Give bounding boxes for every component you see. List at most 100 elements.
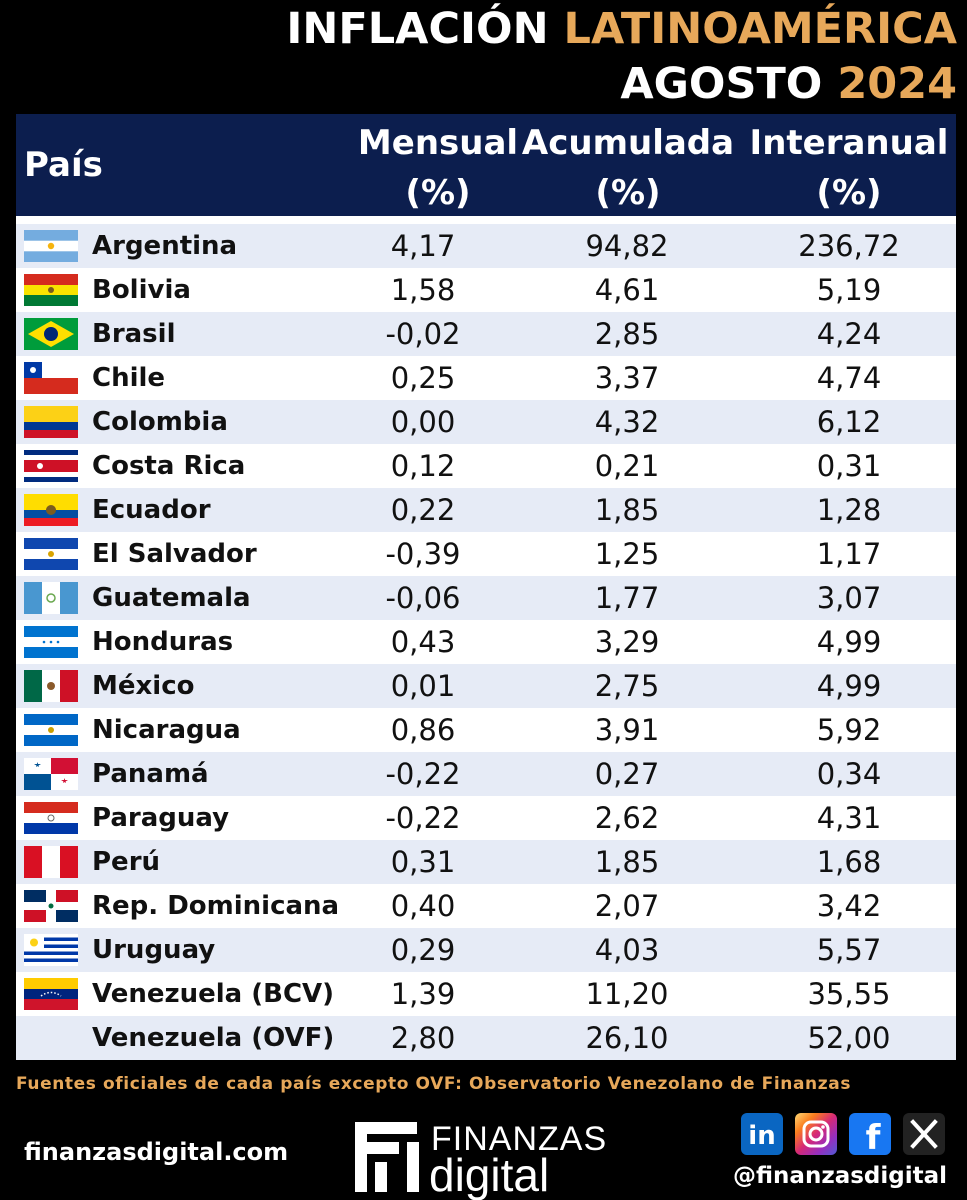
table-row: Panamá -0,22 0,27 0,34 [16,752,956,796]
acumulada-value: 11,20 [585,977,669,1011]
header-pais: País [24,145,103,185]
table-row: Colombia 0,00 4,32 6,12 [16,400,956,444]
acumulada-value: 2,75 [594,669,660,703]
ecuador-flag [24,494,78,526]
country-name: Paraguay [92,803,230,833]
acumulada-value: 3,37 [594,361,660,395]
interanual-value: 1,28 [816,493,882,527]
table-row: Brasil -0,02 2,85 4,24 [16,312,956,356]
interanual-value: 4,99 [816,625,882,659]
brazil-flag [24,318,78,350]
nicaragua-flag [24,714,78,746]
interanual-value: 6,12 [816,405,882,439]
venezuela-flag [24,978,78,1010]
table-row: Paraguay -0,22 2,62 4,31 [16,796,956,840]
svg-text:f: f [866,1118,882,1155]
acumulada-value: 2,85 [594,317,660,351]
linkedin-icon[interactable]: in [741,1113,783,1155]
table-row: Uruguay 0,29 4,03 5,57 [16,928,956,972]
acumulada-value: 4,32 [594,405,660,439]
country-name: Uruguay [92,935,216,965]
table-row: Costa Rica 0,12 0,21 0,31 [16,444,956,488]
mensual-value: 0,12 [390,449,456,483]
interanual-value: 236,72 [798,229,900,263]
table-row: Venezuela (OVF) 2,80 26,10 52,00 [16,1016,956,1060]
interanual-value: 52,00 [807,1021,891,1055]
interanual-value: 0,31 [816,449,882,483]
acumulada-value: 4,61 [594,273,660,307]
instagram-icon[interactable] [795,1113,837,1155]
country-name: Argentina [92,231,238,261]
table-row: Argentina 4,17 94,82 236,72 [16,224,956,268]
table-row: Ecuador 0,22 1,85 1,28 [16,488,956,532]
table-row: Perú 0,31 1,85 1,68 [16,840,956,884]
mensual-value: -0,22 [385,757,461,791]
mensual-value: 1,58 [390,273,456,307]
acumulada-value: 3,29 [594,625,660,659]
table-row: El Salvador -0,39 1,25 1,17 [16,532,956,576]
table-row: Bolivia 1,58 4,61 5,19 [16,268,956,312]
panama-flag [24,758,78,790]
acumulada-value: 0,21 [594,449,660,483]
interanual-value: 5,92 [816,713,882,747]
interanual-value: 4,99 [816,669,882,703]
finanzas-digital-logo: FINANZAS digital [355,1118,625,1200]
x-icon[interactable] [903,1113,945,1155]
acumulada-value: 26,10 [585,1021,669,1055]
country-name: Venezuela (OVF) [92,1023,335,1053]
interanual-value: 4,31 [816,801,882,835]
country-name: Ecuador [92,495,211,525]
table-row: México 0,01 2,75 4,99 [16,664,956,708]
title-line-2: AGOSTO 2024 [620,63,957,106]
acumulada-value: 1,85 [594,493,660,527]
mensual-value: 0,22 [390,493,456,527]
social-handle: @finanzasdigital [733,1163,948,1189]
mensual-value: 0,00 [390,405,456,439]
acumulada-value: 2,07 [594,889,660,923]
mensual-value: -0,02 [385,317,461,351]
acumulada-value: 3,91 [594,713,660,747]
guatemala-flag [24,582,78,614]
el-salvador-flag [24,538,78,570]
honduras-flag [24,626,78,658]
interanual-value: 0,34 [816,757,882,791]
header-mensual-label: Mensual [357,123,519,163]
interanual-value: 4,24 [816,317,882,351]
mensual-value: 0,43 [390,625,456,659]
header-mensual-unit: (%) [405,173,471,213]
mensual-value: 0,40 [390,889,456,923]
website-link[interactable]: finanzasdigital.com [24,1138,289,1166]
mensual-value: -0,22 [385,801,461,835]
mensual-value: 2,80 [390,1021,456,1055]
facebook-icon[interactable]: f [849,1113,891,1158]
paraguay-flag [24,802,78,834]
mensual-value: 0,29 [390,933,456,967]
country-name: Guatemala [92,583,251,613]
mensual-value: 0,86 [390,713,456,747]
country-name: Rep. Dominicana [92,891,340,921]
interanual-value: 1,17 [816,537,882,571]
header-acumulada-unit: (%) [595,173,661,213]
mensual-value: -0,39 [385,537,461,571]
acumulada-value: 4,03 [594,933,660,967]
header-acumulada: Acumulada (%) [508,118,748,218]
interanual-value: 35,55 [807,977,891,1011]
country-name: México [92,671,195,701]
country-name: Chile [92,363,166,393]
interanual-value: 4,74 [816,361,882,395]
colombia-flag [24,406,78,438]
source-note: Fuentes oficiales de cada país excepto O… [16,1074,852,1094]
acumulada-value: 0,27 [594,757,660,791]
title-agosto: AGOSTO [620,59,823,109]
dominican-republic-flag [24,890,78,922]
title-year: 2024 [837,59,957,109]
logo-text-digital: digital [429,1149,550,1200]
acumulada-value: 94,82 [585,229,669,263]
table-row: Nicaragua 0,86 3,91 5,92 [16,708,956,752]
country-name: Colombia [92,407,228,437]
costa-rica-flag [24,450,78,482]
table-row: Honduras 0,43 3,29 4,99 [16,620,956,664]
country-name: Costa Rica [92,451,246,481]
acumulada-value: 2,62 [594,801,660,835]
title-latinoamerica: LATINOAMÉRICA [563,4,957,54]
